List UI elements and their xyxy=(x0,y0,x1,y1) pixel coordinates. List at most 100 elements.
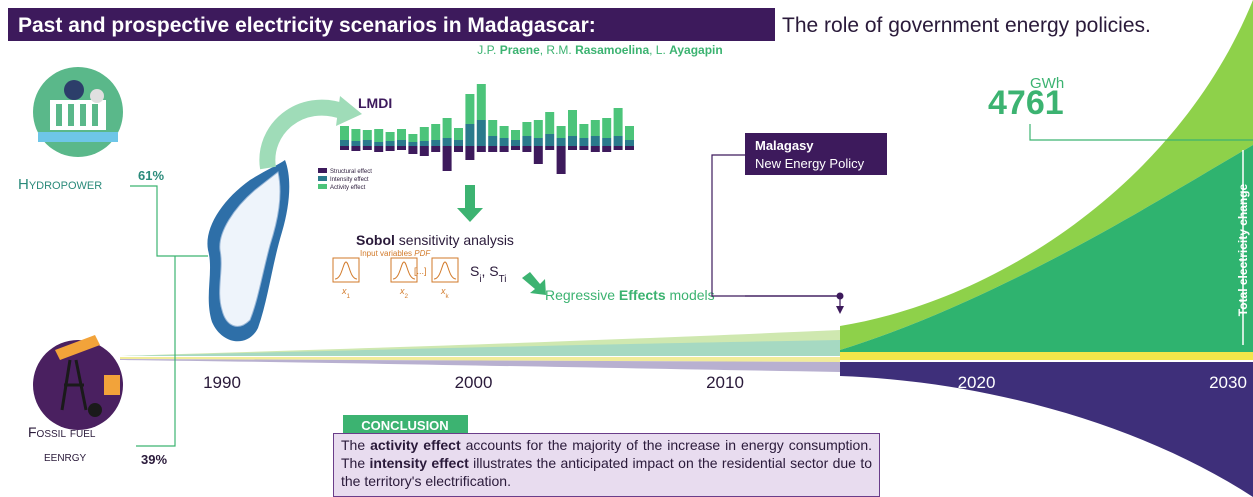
lmdi-bar xyxy=(488,120,498,136)
stream-history-fossil xyxy=(120,359,840,372)
lmdi-bar xyxy=(442,146,452,171)
text-run: , L. xyxy=(649,43,669,57)
lmdi-bar xyxy=(556,146,566,174)
text-run: x xyxy=(341,286,347,296)
lmdi-bar xyxy=(613,136,623,146)
lmdi-bar xyxy=(385,132,395,141)
lmdi-bar xyxy=(362,130,372,140)
text-run: i xyxy=(479,274,481,285)
stream-yellow xyxy=(840,352,1253,360)
lmdi-thumbnail xyxy=(340,84,634,174)
dam-gate xyxy=(56,104,62,126)
stream-history-hydro xyxy=(120,340,840,356)
text-run: x xyxy=(440,286,446,296)
text-run: 1 xyxy=(347,293,351,300)
junction xyxy=(836,292,844,300)
conclusion-title: CONCLUSION xyxy=(361,418,448,433)
policy-line-2: New Energy Policy xyxy=(755,156,865,171)
arrow-head xyxy=(336,96,362,126)
dam-gate xyxy=(92,104,98,126)
lmdi-bar xyxy=(476,120,486,146)
text-run: x xyxy=(399,286,405,296)
fossil-label: eenrgy xyxy=(44,448,87,464)
authors: J.P. Praene, R.M. Rasamoelina, L. Ayagap… xyxy=(477,43,722,57)
projection-unit: GWh xyxy=(1030,75,1064,92)
pdf-box xyxy=(390,257,418,283)
conclusion-text: The activity effect accounts for the maj… xyxy=(333,433,880,497)
lmdi-bar xyxy=(533,146,543,164)
pdf-box xyxy=(431,257,459,283)
variable-label: xk xyxy=(440,286,450,300)
lmdi-bar xyxy=(397,146,406,150)
lmdi-bar xyxy=(511,130,520,140)
legend-label: Structural effect xyxy=(330,169,372,175)
lmdi-bar xyxy=(613,108,623,136)
lmdi-bar xyxy=(362,146,372,150)
pdf-boxes: x1 x2 xk xyxy=(332,257,459,300)
lmdi-bar xyxy=(522,122,532,136)
lmdi-bar xyxy=(511,140,520,146)
lmdi-bar xyxy=(625,146,634,150)
dam-gate xyxy=(80,104,86,126)
text-run: , S xyxy=(482,263,499,279)
year-label: 2030 xyxy=(1209,373,1247,392)
lmdi-bar xyxy=(556,138,566,146)
stream-activity xyxy=(840,0,1253,350)
variable-label: x1 xyxy=(341,286,351,300)
lmdi-bar xyxy=(511,146,520,150)
lmdi-bar xyxy=(408,142,418,146)
lmdi-bar xyxy=(431,146,441,152)
lmdi-bar xyxy=(556,126,566,138)
lmdi-bar xyxy=(340,126,349,140)
lmdi-bar xyxy=(602,118,612,138)
lmdi-bar xyxy=(351,141,361,146)
lmdi-bar xyxy=(419,127,429,141)
lmdi-bar xyxy=(625,140,634,146)
lmdi-bar xyxy=(602,146,612,152)
lmdi-bar xyxy=(590,120,600,136)
legend-swatch xyxy=(318,168,327,173)
year-label: 1990 xyxy=(203,373,241,392)
lmdi-bar xyxy=(499,138,509,146)
title-bar xyxy=(8,8,775,41)
lmdi-bar xyxy=(545,112,555,134)
fossil-share: 39% xyxy=(141,452,167,467)
lmdi-bar xyxy=(533,138,543,146)
sobol-title: Sobol sensitivity analysis xyxy=(356,232,514,248)
lmdi-bar xyxy=(579,138,589,146)
lmdi-bar xyxy=(362,140,372,146)
pump-jack xyxy=(55,335,100,360)
lmdi-bar xyxy=(340,140,349,146)
lmdi-bar xyxy=(385,141,395,146)
ellipsis: [...] xyxy=(414,266,427,276)
lmdi-bar xyxy=(579,124,589,138)
lmdi-bar xyxy=(351,146,361,151)
lmdi-bar xyxy=(545,146,555,150)
lmdi-bar xyxy=(442,118,452,138)
text-run: intensity effect xyxy=(369,455,469,471)
lmdi-bar xyxy=(442,138,452,146)
lmdi-bar xyxy=(385,146,395,151)
projection-leader xyxy=(1029,124,1253,141)
stream-history-yellow xyxy=(120,357,840,362)
lmdi-bar xyxy=(408,146,418,154)
text-run: Sobol xyxy=(356,232,395,248)
text-run: Ayagapin xyxy=(669,43,723,57)
projection-axis-label: Total electricity change xyxy=(1236,183,1250,316)
text-run: J.P. xyxy=(477,43,499,57)
stream-fossil xyxy=(840,362,1253,497)
lmdi-bar xyxy=(590,146,600,152)
down-arrow xyxy=(457,185,483,222)
legend-label: Activity effect xyxy=(330,185,366,191)
regression-label: Regressive Effects models xyxy=(545,287,715,303)
lmdi-bar xyxy=(488,146,498,152)
policy-box xyxy=(745,133,887,175)
diag-arrow xyxy=(522,272,546,295)
hydro-share: 61% xyxy=(138,168,164,183)
text-run: k xyxy=(446,293,450,300)
lmdi-bar xyxy=(454,146,463,152)
lmdi-bar xyxy=(374,146,384,152)
policy-line xyxy=(711,154,841,308)
text-run: The xyxy=(341,437,371,453)
text-run: PDF xyxy=(414,249,431,258)
